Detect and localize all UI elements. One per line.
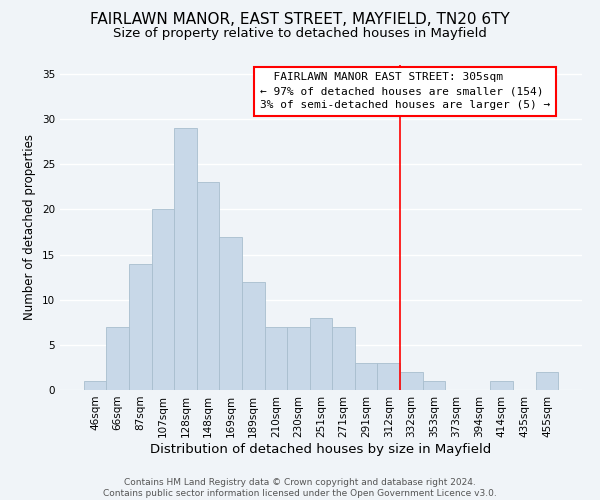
Bar	[400, 372, 422, 390]
Bar	[422, 381, 445, 390]
Bar	[129, 264, 152, 390]
Bar	[174, 128, 197, 390]
Text: Contains HM Land Registry data © Crown copyright and database right 2024.
Contai: Contains HM Land Registry data © Crown c…	[103, 478, 497, 498]
Bar	[197, 182, 220, 390]
Bar	[287, 327, 310, 390]
Bar	[536, 372, 558, 390]
X-axis label: Distribution of detached houses by size in Mayfield: Distribution of detached houses by size …	[151, 442, 491, 456]
Bar	[152, 210, 174, 390]
Bar	[220, 236, 242, 390]
Bar	[242, 282, 265, 390]
Text: FAIRLAWN MANOR EAST STREET: 305sqm
← 97% of detached houses are smaller (154)
3%: FAIRLAWN MANOR EAST STREET: 305sqm ← 97%…	[260, 72, 550, 110]
Bar	[490, 381, 513, 390]
Bar	[355, 363, 377, 390]
Bar	[106, 327, 129, 390]
Bar	[377, 363, 400, 390]
Bar	[84, 381, 106, 390]
Bar	[332, 327, 355, 390]
Text: FAIRLAWN MANOR, EAST STREET, MAYFIELD, TN20 6TY: FAIRLAWN MANOR, EAST STREET, MAYFIELD, T…	[90, 12, 510, 28]
Bar	[310, 318, 332, 390]
Text: Size of property relative to detached houses in Mayfield: Size of property relative to detached ho…	[113, 28, 487, 40]
Bar	[265, 327, 287, 390]
Y-axis label: Number of detached properties: Number of detached properties	[23, 134, 37, 320]
